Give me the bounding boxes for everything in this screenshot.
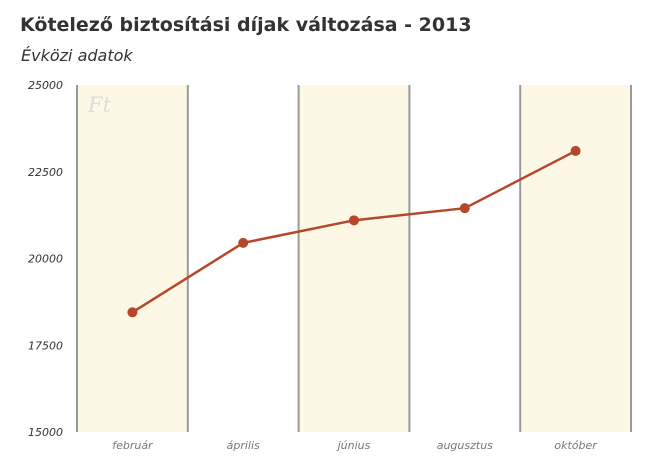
column-band-5: [520, 85, 631, 432]
data-point: [238, 237, 249, 248]
data-point: [349, 215, 359, 226]
y-tick-label: 15000: [28, 426, 63, 439]
column-band-2: [187, 85, 299, 432]
data-point: [459, 203, 470, 214]
column-band-4: [409, 85, 521, 432]
x-tick-label: október: [554, 439, 598, 452]
column-band-3: [298, 85, 410, 432]
y-tick-label: 20000: [28, 253, 63, 266]
data-point: [570, 145, 581, 156]
data-point: [127, 307, 138, 318]
chart-subtitle: Évközi adatok: [21, 46, 133, 65]
chart-title: Kötelező biztosítási díjak változása - 2…: [20, 14, 472, 36]
x-tick-label: június: [336, 439, 371, 452]
x-tick-label: február: [112, 439, 154, 452]
y-tick-label: 17500: [28, 339, 63, 352]
y-tick-label: 22500: [28, 166, 63, 179]
unit-label: Ft: [87, 93, 112, 117]
x-tick-label: augusztus: [437, 439, 493, 452]
column-band-1: [77, 85, 188, 432]
x-tick-label: április: [227, 439, 260, 452]
y-tick-label: 25000: [28, 79, 63, 92]
